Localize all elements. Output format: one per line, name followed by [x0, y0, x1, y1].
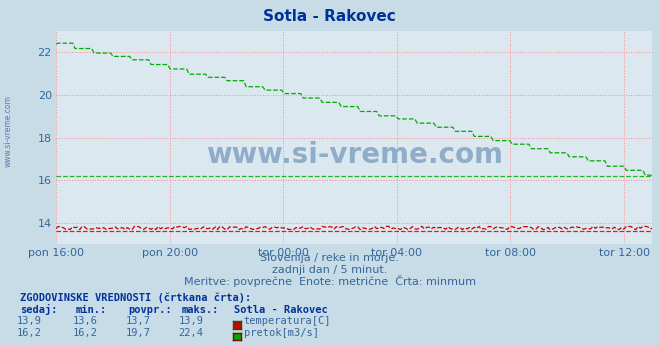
Text: pretok[m3/s]: pretok[m3/s] — [244, 328, 319, 338]
Text: 22,4: 22,4 — [179, 328, 204, 338]
Text: temperatura[C]: temperatura[C] — [244, 316, 331, 326]
Text: ZGODOVINSKE VREDNOSTI (črtkana črta):: ZGODOVINSKE VREDNOSTI (črtkana črta): — [20, 292, 251, 303]
Text: povpr.:: povpr.: — [129, 305, 172, 315]
Text: www.si-vreme.com: www.si-vreme.com — [206, 140, 503, 169]
Text: Sotla - Rakovec: Sotla - Rakovec — [234, 305, 328, 315]
Text: 19,7: 19,7 — [126, 328, 151, 338]
Text: 16,2: 16,2 — [73, 328, 98, 338]
Text: min.:: min.: — [76, 305, 107, 315]
Text: www.si-vreme.com: www.si-vreme.com — [3, 95, 13, 167]
Text: 16,2: 16,2 — [17, 328, 42, 338]
Text: Meritve: povprečne  Enote: metrične  Črta: minmum: Meritve: povprečne Enote: metrične Črta:… — [183, 275, 476, 288]
Text: maks.:: maks.: — [181, 305, 219, 315]
Text: Sotla - Rakovec: Sotla - Rakovec — [263, 9, 396, 24]
Text: 13,9: 13,9 — [179, 316, 204, 326]
Text: 13,6: 13,6 — [73, 316, 98, 326]
Text: sedaj:: sedaj: — [20, 304, 57, 315]
Text: Slovenija / reke in morje.: Slovenija / reke in morje. — [260, 253, 399, 263]
Text: 13,7: 13,7 — [126, 316, 151, 326]
Text: 13,9: 13,9 — [17, 316, 42, 326]
Text: zadnji dan / 5 minut.: zadnji dan / 5 minut. — [272, 265, 387, 275]
